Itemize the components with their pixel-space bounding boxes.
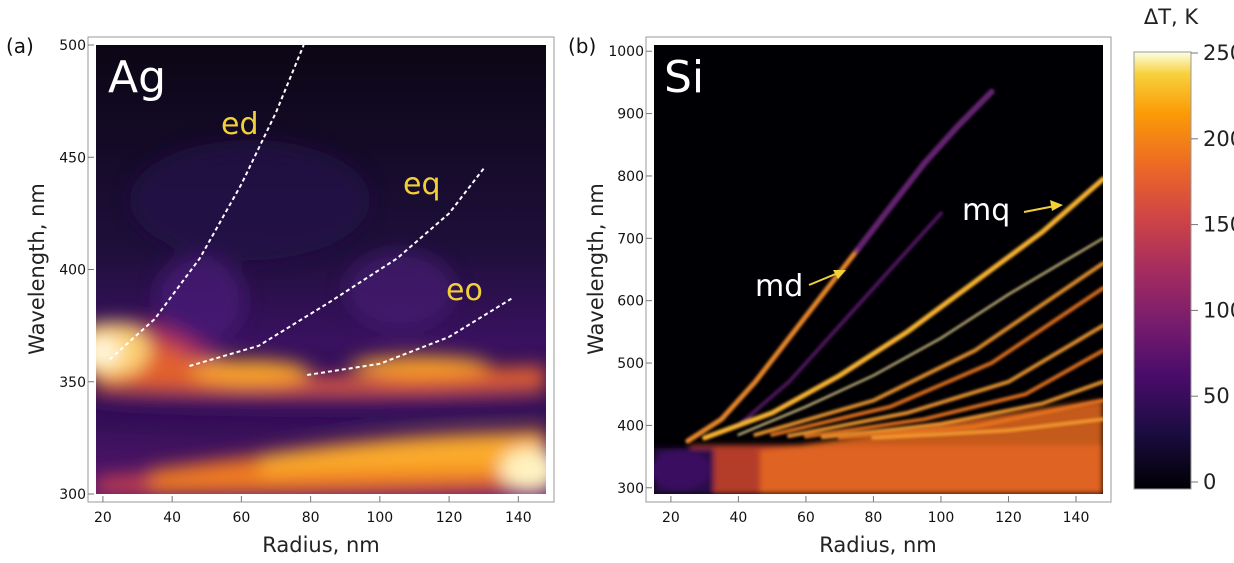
colorbar: ΔT, K 0 50 100 150 200 250	[1133, 5, 1234, 494]
fan-line	[803, 348, 1103, 439]
x-tick-label: 40	[729, 510, 747, 526]
mode-label-md: md	[755, 269, 803, 304]
panel-b: (b) Si md mq 20 40 60 80 100 120 140 300 400 500 6…	[568, 34, 1112, 557]
colorbar-scale	[1133, 51, 1192, 490]
y-tick-label: 400	[59, 263, 86, 279]
x-axis-label-a: Radius, nm	[262, 533, 380, 557]
y-axis-label-b: Wavelength, nm	[584, 183, 608, 355]
panel-a: (a)	[6, 34, 555, 557]
x-tick-label: 80	[302, 510, 320, 526]
y-tick-label: 1000	[608, 44, 644, 60]
mode-label-mq: mq	[962, 193, 1010, 228]
colorbar-ticks: 0 50 100 150 200 250	[1191, 41, 1234, 494]
y-tick-label: 300	[59, 487, 86, 503]
x-tick-label: 140	[505, 510, 532, 526]
y-axis-label-a: Wavelength, nm	[25, 183, 49, 355]
fan-line	[837, 398, 1103, 440]
y-tick-label: 700	[617, 231, 644, 247]
y-tick-label: 600	[617, 294, 644, 310]
axis-ticks-a: 20 40 60 80 100 120 140 300 350 400 450 500	[59, 38, 531, 526]
colorbar-title: ΔT, K	[1144, 5, 1200, 29]
fan-line	[753, 261, 1103, 437]
colorbar-tick-label: 100	[1203, 298, 1234, 322]
y-tick-label: 450	[59, 150, 86, 166]
mode-label-ed: ed	[221, 107, 259, 142]
x-tick-label: 40	[163, 510, 181, 526]
x-axis-label-b: Radius, nm	[819, 533, 937, 557]
y-tick-label: 500	[617, 356, 644, 372]
fan-line	[820, 379, 1103, 440]
mq-core	[737, 237, 1103, 436]
x-tick-label: 20	[94, 510, 112, 526]
x-tick-label: 60	[232, 510, 250, 526]
md-line	[685, 248, 860, 444]
mode-curve-eo	[307, 297, 512, 376]
colorbar-tick-label: 0	[1203, 470, 1216, 494]
x-tick-label: 20	[662, 510, 680, 526]
panel-label-b: (b)	[568, 34, 596, 58]
arrow-md	[808, 270, 846, 286]
y-tick-label: 800	[617, 169, 644, 185]
material-label-a: Ag	[108, 52, 166, 103]
mode-label-eo: eo	[446, 273, 483, 308]
fan-line	[871, 417, 1103, 440]
x-tick-label: 100	[928, 510, 955, 526]
x-tick-label: 100	[366, 510, 393, 526]
y-tick-label: 400	[617, 418, 644, 434]
colorbar-tick-label: 250	[1203, 41, 1234, 65]
axis-ticks-b: 20 40 60 80 100 120 140 300 400 500 600 700 800 900 10…	[608, 44, 1089, 526]
fan-line	[787, 323, 1103, 438]
frame-b	[645, 36, 1112, 503]
md2-line	[736, 211, 943, 428]
colorbar-tick-label: 50	[1203, 384, 1230, 408]
mode-lines-b	[685, 88, 1103, 444]
y-tick-label: 900	[617, 107, 644, 123]
y-tick-label: 500	[59, 38, 86, 54]
mode-curve-ed	[109, 45, 305, 361]
x-tick-label: 80	[865, 510, 883, 526]
md-line-fade	[853, 88, 995, 254]
heatmap-b	[654, 45, 1103, 494]
mode-label-eq: eq	[403, 167, 441, 202]
material-label-b: Si	[664, 52, 704, 103]
panel-label-a: (a)	[6, 34, 34, 58]
heatmap-a	[96, 45, 546, 494]
x-tick-label: 120	[995, 510, 1022, 526]
y-tick-label: 350	[59, 375, 86, 391]
arrow-mq	[1023, 200, 1063, 213]
fan-line	[770, 286, 1103, 437]
colorbar-tick-label: 200	[1203, 127, 1234, 151]
colorbar-tick-label: 150	[1203, 213, 1234, 237]
x-tick-label: 140	[1063, 510, 1090, 526]
y-tick-label: 300	[617, 481, 644, 497]
x-tick-label: 60	[797, 510, 815, 526]
x-tick-label: 120	[436, 510, 463, 526]
mq-line	[702, 176, 1103, 441]
